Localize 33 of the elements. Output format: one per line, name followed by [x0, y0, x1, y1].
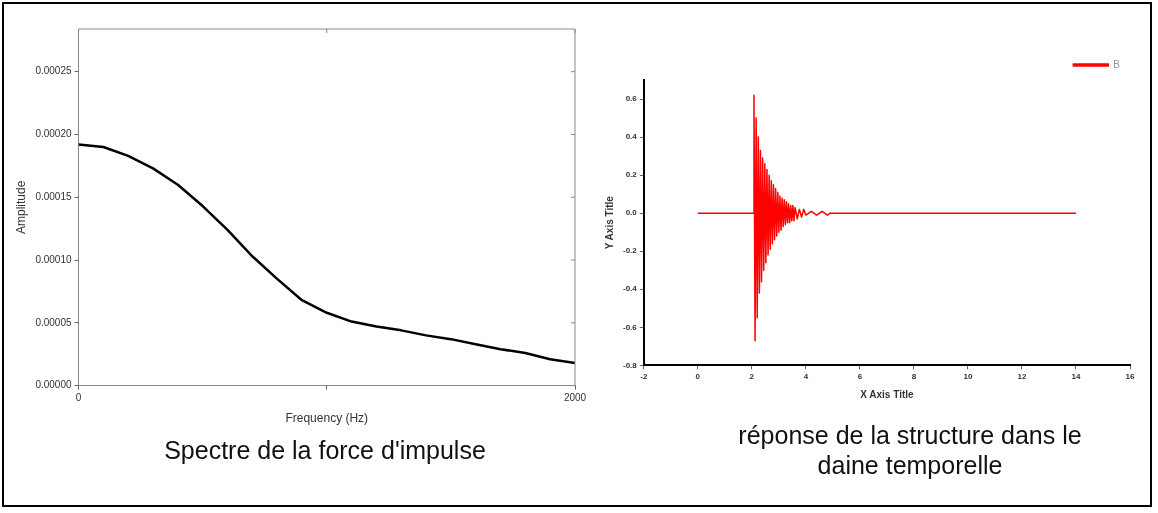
x-tick-label: 2000: [563, 392, 587, 404]
y-tick-label: -0.4: [622, 284, 638, 294]
y-tick-label: 0.00015: [35, 191, 72, 202]
text: réponse de la structure dans le daine temporelle: [737, 420, 1083, 480]
y-tick-label: 0.00020: [35, 128, 72, 140]
x-tick-label: 6: [857, 372, 863, 382]
x-axis-title: X Axis Title: [860, 388, 915, 400]
x-tick-label: 2: [749, 372, 755, 382]
y-tick-label: 0.0: [625, 208, 638, 218]
x-tick-label: 12: [1017, 372, 1027, 382]
x-tick-label: 14: [1071, 372, 1081, 382]
y-tick-label: -0.6: [622, 322, 638, 332]
y-tick-label: -0.8: [622, 360, 638, 370]
x-tick-label: 0: [695, 372, 701, 382]
y-tick-label: 0.4: [625, 132, 638, 142]
x-tick-label: -2: [640, 372, 648, 382]
x-tick-label: 10: [963, 372, 973, 382]
y-tick-label: 0.00005: [35, 316, 72, 328]
legend-label: B: [1113, 58, 1121, 70]
y-tick-label: 0.00000: [35, 379, 72, 391]
y-tick-label: -0.2: [622, 246, 638, 256]
x-tick-label: 8: [911, 372, 917, 382]
y-axis-title: Y Axis Title: [603, 195, 615, 250]
x-tick-label: 4: [803, 372, 809, 382]
text: Spectre de la force d'impulse: [163, 435, 487, 465]
x-tick-label: 16: [1125, 372, 1135, 382]
y-tick-label: 0.6: [625, 94, 638, 104]
x-tick-label: 0: [75, 392, 82, 404]
y-axis-title: Amplitude: [13, 180, 28, 234]
y-tick-label: 0.00010: [35, 253, 72, 265]
y-tick-label: 0.00025: [35, 65, 72, 77]
x-axis-title: Frequency (Hz): [285, 411, 369, 426]
y-tick-label: 0.2: [625, 170, 638, 180]
